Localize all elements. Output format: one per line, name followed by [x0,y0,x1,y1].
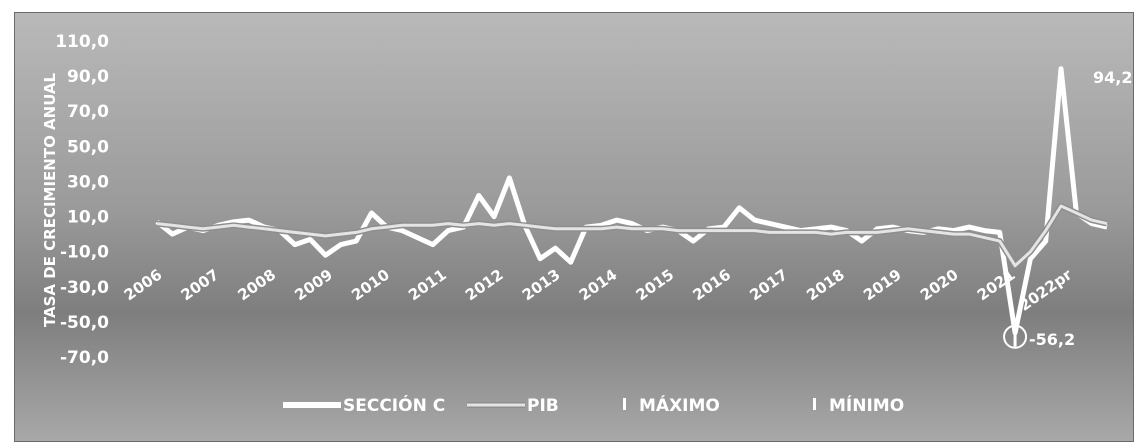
y-axis-title: TASA DE CRECIMIENTO ANUAL [41,72,59,327]
y-tick-label: 70,0 [67,102,109,122]
legend-item: MÍNIMO [813,394,904,416]
series-line-seccion-c [155,66,1108,336]
x-tick-label: 2008 [235,266,280,305]
legend-label: MÍNIMO [829,394,904,416]
x-tick-label: 2010 [348,266,393,305]
legend-item: SECCIÓN C [283,394,445,416]
x-tick-label: 2014 [576,266,621,305]
y-tick-label: 90,0 [67,67,109,87]
y-axis-ticks: 110,0 90,0 70,0 50,0 30,0 10,0 -10,0 -30,0 -50,0… [55,32,109,368]
x-tick-label: 2015 [633,266,678,305]
x-tick-label: 2017 [746,266,791,305]
legend-swatch [623,398,626,410]
min-value-label: -56,2 [1029,330,1075,349]
legend-swatch [813,398,816,410]
legend: SECCIÓN C PIB MÁXIMO MÍNIMO [283,394,904,416]
x-tick-label: 2013 [519,266,564,305]
series-line-pib [156,204,1108,268]
chart-frame: 110,0 90,0 70,0 50,0 30,0 10,0 -10,0 -30,0 -50,0… [14,12,1134,442]
y-tick-label: -70,0 [60,348,109,368]
x-tick-label: 2011 [405,266,450,305]
y-tick-label: 50,0 [67,137,109,157]
x-tick-label: 2016 [690,266,735,305]
x-tick-label: 2018 [803,266,848,305]
marker-layer [1003,324,1028,349]
x-tick-label: 2012 [462,266,507,305]
x-tick-label: 2006 [121,266,166,305]
y-tick-label: -50,0 [60,313,109,333]
max-value-label: 94,2 [1093,68,1132,87]
x-axis-ticks: 2006 2007 2008 2009 2010 2011 2012 2013 2014 2015… [121,265,1076,314]
legend-label: SECCIÓN C [343,394,445,416]
x-tick-label: 2009 [291,266,336,305]
legend-label: PIB [527,396,559,416]
series-line-pib-outline [156,203,1108,269]
y-tick-label: 10,0 [67,208,109,228]
line-chart: 110,0 90,0 70,0 50,0 30,0 10,0 -10,0 -30,0 -50,0… [41,32,1132,416]
y-tick-label: -10,0 [60,243,109,263]
x-tick-label: 2020 [917,266,962,305]
x-tick-label: 2007 [178,266,223,305]
legend-item: PIB [467,396,559,416]
y-tick-label: 110,0 [55,32,109,52]
x-tick-label: 2019 [860,266,905,305]
y-tick-label: -30,0 [60,278,109,298]
series-layer [155,66,1108,336]
y-tick-label: 30,0 [67,172,109,192]
min-marker [1003,324,1028,349]
legend-item: MÁXIMO [623,394,720,416]
legend-label: MÁXIMO [639,394,720,416]
